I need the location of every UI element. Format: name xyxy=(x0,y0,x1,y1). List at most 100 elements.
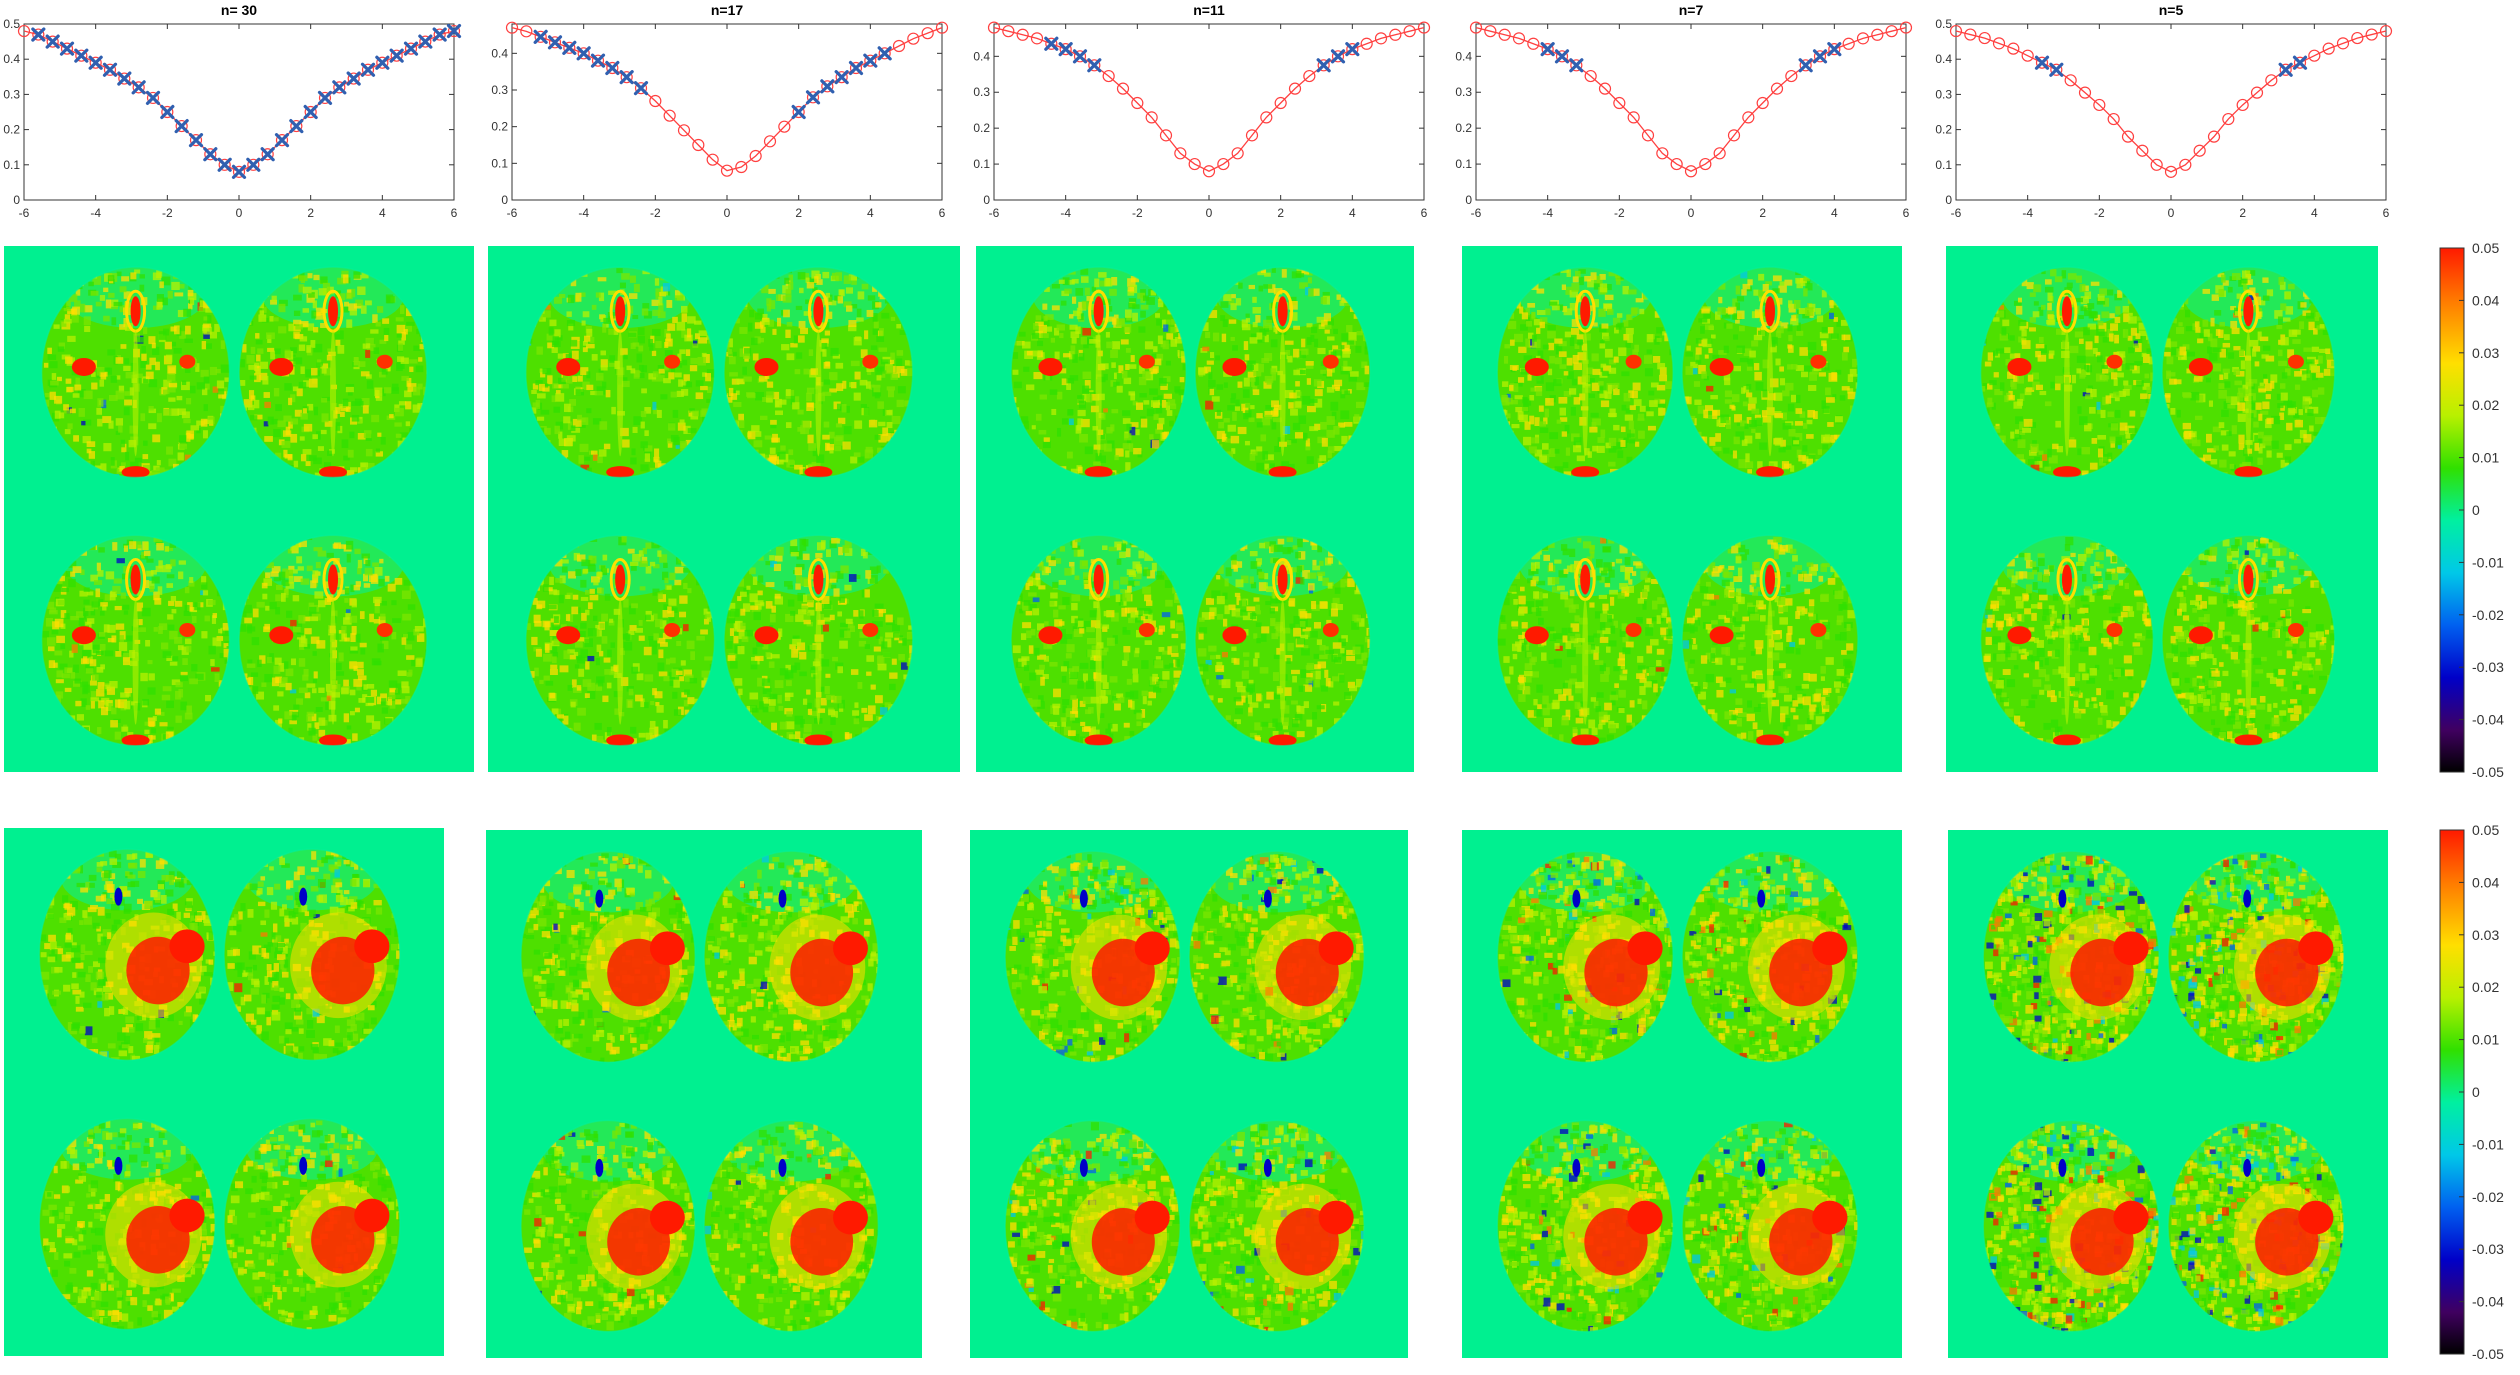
data-point xyxy=(1498,28,1511,41)
brain-map-svg xyxy=(40,266,428,747)
data-point xyxy=(447,24,461,38)
x-tick-label: -4 xyxy=(578,206,589,220)
selected-point-marker xyxy=(1569,58,1584,73)
data-point xyxy=(361,63,375,76)
data-point xyxy=(1303,69,1316,83)
data-point xyxy=(433,28,446,41)
y-tick-label: 0.3 xyxy=(973,85,990,99)
data-point xyxy=(261,148,274,161)
x-tick-label: 6 xyxy=(1903,206,1910,220)
data-point xyxy=(2107,112,2120,126)
data-point xyxy=(2293,56,2307,69)
data-point xyxy=(1964,28,1977,41)
data-point xyxy=(2308,49,2321,62)
colorbar-tick-label: 0.05 xyxy=(2472,822,2499,838)
selected-point-marker xyxy=(1345,42,1360,57)
colorbar-tick-label: 0.04 xyxy=(2472,874,2499,890)
y-tick-label: 0.2 xyxy=(973,121,990,135)
y-tick-label: 0.3 xyxy=(1455,85,1472,99)
x-tick-label: 0 xyxy=(236,206,243,220)
data-point xyxy=(534,30,547,43)
x-tick-label: 6 xyxy=(451,206,458,220)
x-tick-label: -2 xyxy=(1132,206,1143,220)
data-point xyxy=(987,21,1001,34)
data-point xyxy=(1899,21,1913,34)
colorbar-tick-label: 0 xyxy=(2472,502,2480,518)
data-point xyxy=(1699,157,1712,171)
y-tick-label: 0 xyxy=(501,193,508,207)
brain-map-svg xyxy=(1496,266,1859,747)
brain-slice xyxy=(1010,534,1187,747)
data-point xyxy=(1217,157,1230,171)
selected-point-marker xyxy=(1330,49,1346,64)
y-tick-label: 0 xyxy=(13,193,20,207)
data-point xyxy=(2222,112,2235,126)
data-point xyxy=(1992,37,2006,50)
brain-slice xyxy=(1194,266,1371,479)
colorbar-tick-label: 0 xyxy=(2472,1084,2480,1100)
plot-axes-box xyxy=(993,23,1425,201)
data-point xyxy=(1245,129,1259,142)
y-tick-label: 0 xyxy=(1465,193,1472,207)
data-point xyxy=(2351,31,2364,45)
data-point xyxy=(1484,25,1497,38)
brain-map-row1-n30 xyxy=(4,246,474,772)
data-point xyxy=(2265,74,2278,87)
selected-point-marker xyxy=(432,27,447,42)
selected-point-marker xyxy=(289,118,304,134)
data-point xyxy=(1030,32,1044,45)
data-point xyxy=(563,41,576,54)
y-tick-label: 0.3 xyxy=(491,83,508,97)
data-point xyxy=(1417,21,1431,34)
data-point xyxy=(2322,42,2335,55)
selected-point-marker xyxy=(117,71,132,86)
data-point xyxy=(663,109,676,122)
colorbar-tick-label: -0.01 xyxy=(2472,1136,2504,1152)
profile-plot-svg: n=17 -6 -4 -2 0 2 4 6 0 0.1 0.2 0.3 0.4 xyxy=(491,2,949,220)
x-tick-label: 6 xyxy=(939,206,946,220)
selected-point-marker xyxy=(619,70,634,85)
data-point xyxy=(821,80,834,93)
x-tick-label: -4 xyxy=(1060,206,1071,220)
selected-point-marker xyxy=(547,35,563,50)
brain-slice xyxy=(1496,1119,1674,1333)
x-tick-label: -4 xyxy=(1542,206,1553,220)
colorbar-tick-label: -0.04 xyxy=(2472,712,2504,728)
data-point xyxy=(32,28,45,41)
selected-point-marker xyxy=(1554,49,1570,64)
y-tick-label: 0.1 xyxy=(1935,158,1952,172)
x-tick-label: -2 xyxy=(650,206,661,220)
data-point xyxy=(1202,165,1216,178)
brain-slice xyxy=(1188,850,1365,1064)
brain-slice xyxy=(2167,1119,2345,1333)
data-point xyxy=(75,49,88,62)
data-point xyxy=(1713,147,1726,160)
data-point xyxy=(1288,82,1302,95)
data-point xyxy=(2150,158,2163,171)
colorbar-svg: 0.05 0.04 0.03 0.02 0.01 0 -0.01 -0.02 -0.03 -0.0… xyxy=(2439,240,2504,780)
data-point xyxy=(1770,82,1784,95)
plot-title: n=11 xyxy=(1193,2,1225,18)
data-point xyxy=(1131,96,1144,110)
data-point xyxy=(2250,86,2264,99)
brain-slice xyxy=(525,534,716,747)
data-point xyxy=(2078,86,2092,99)
data-point xyxy=(835,71,848,84)
x-tick-label: -6 xyxy=(19,206,30,220)
data-point xyxy=(46,35,59,48)
selected-point-marker xyxy=(160,104,175,120)
brain-slice xyxy=(520,1119,697,1333)
brain-slice xyxy=(1979,266,2155,479)
data-point xyxy=(548,36,562,49)
data-point xyxy=(132,81,145,94)
data-point xyxy=(1756,96,1769,110)
data-point xyxy=(577,47,590,60)
selected-point-marker xyxy=(1087,58,1102,73)
data-point xyxy=(2164,165,2178,178)
data-point xyxy=(2365,28,2378,41)
data-point xyxy=(2279,63,2292,76)
data-point xyxy=(1116,82,1130,95)
selected-point-marker xyxy=(389,48,404,63)
plot-title: n=17 xyxy=(711,2,744,18)
data-point xyxy=(878,47,891,60)
